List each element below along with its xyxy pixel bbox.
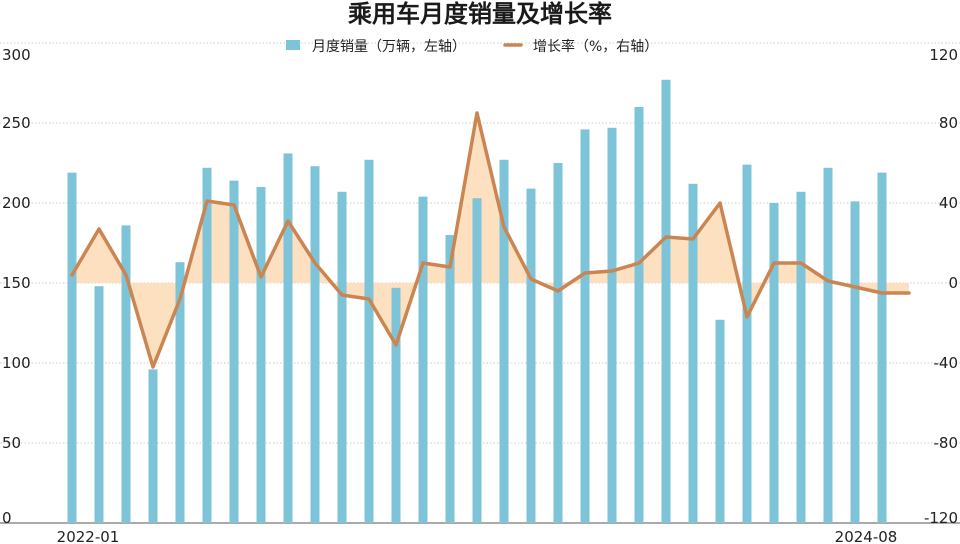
right-tick-label: -80: [934, 434, 959, 452]
left-tick-label: 150: [2, 274, 31, 292]
sales-bar: [391, 287, 401, 523]
right-tick-label: -40: [934, 354, 959, 372]
sales-bar: [769, 203, 779, 523]
sales-bar: [445, 235, 455, 523]
chart-title: 乘用车月度销量及增长率: [348, 0, 612, 28]
sales-bar: [418, 196, 428, 523]
legend-bar-swatch: [286, 40, 300, 50]
sales-bar: [202, 167, 212, 524]
sales-bar: [850, 201, 860, 523]
legend-bar-label: 月度销量（万辆，左轴）: [312, 39, 466, 55]
sales-bar: [337, 191, 347, 524]
growth-line: [70, 111, 911, 369]
right-tick-label: 80: [939, 114, 958, 132]
sales-bar: [229, 180, 239, 523]
sales-bar: [121, 225, 131, 523]
sales-bar: [283, 153, 293, 523]
right-tick-label: 40: [939, 194, 958, 212]
sales-bar: [796, 191, 806, 524]
sales-bar: [472, 198, 482, 523]
x-tick-label: 2022-01: [57, 528, 120, 544]
right-tick-label: -120: [924, 509, 958, 527]
sales-bar: [715, 319, 725, 523]
sales-bar: [553, 163, 563, 523]
right-tick-label: 0: [948, 274, 958, 292]
left-tick-label: 250: [2, 114, 31, 132]
sales-bar: [688, 183, 698, 524]
sales-bar: [526, 188, 536, 523]
sales-bar: [877, 172, 887, 523]
left-tick-label: 200: [2, 194, 31, 212]
sales-bar: [256, 187, 266, 523]
left-tick-label: 50: [2, 434, 21, 452]
sales-bar: [661, 79, 671, 524]
sales-bar: [364, 159, 374, 524]
x-tick-label: 2024-08: [835, 528, 898, 544]
sales-bar: [310, 166, 320, 523]
sales-bar: [94, 286, 104, 523]
sales-bar: [607, 127, 617, 524]
legend-line-label: 增长率（%，右轴）: [533, 38, 658, 55]
sales-bar: [67, 172, 77, 523]
sales-bar: [742, 164, 752, 523]
growth-area: [72, 113, 909, 367]
sales-bar: [148, 369, 158, 523]
sales-bar: [175, 262, 185, 523]
sales-bar: [823, 167, 833, 524]
sales-bar: [499, 159, 509, 524]
right-tick-label: 120: [929, 46, 958, 64]
sales-bar: [634, 107, 644, 523]
left-tick-label: 100: [2, 354, 31, 372]
left-tick-label: 300: [2, 46, 31, 64]
left-tick-label: 0: [2, 509, 12, 527]
sales-bar: [580, 129, 590, 523]
